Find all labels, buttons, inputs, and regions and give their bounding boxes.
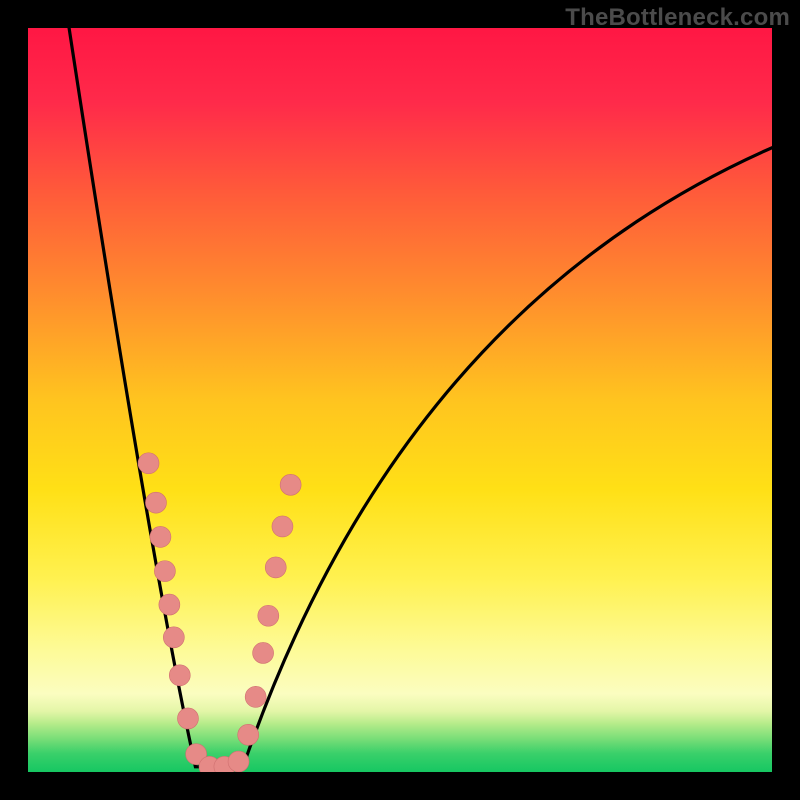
chart-background bbox=[28, 28, 772, 772]
data-marker bbox=[154, 561, 175, 582]
data-marker bbox=[177, 708, 198, 729]
bottleneck-chart bbox=[28, 28, 772, 772]
data-marker bbox=[159, 594, 180, 615]
data-marker bbox=[238, 724, 259, 745]
data-marker bbox=[169, 665, 190, 686]
data-marker bbox=[150, 526, 171, 547]
data-marker bbox=[265, 557, 286, 578]
data-marker bbox=[138, 453, 159, 474]
data-marker bbox=[272, 516, 293, 537]
data-marker bbox=[253, 642, 274, 663]
data-marker bbox=[228, 751, 249, 772]
data-marker bbox=[145, 492, 166, 513]
data-marker bbox=[258, 605, 279, 626]
data-marker bbox=[245, 686, 266, 707]
chart-frame bbox=[28, 28, 772, 772]
data-marker bbox=[163, 627, 184, 648]
data-marker bbox=[280, 474, 301, 495]
watermark-text: TheBottleneck.com bbox=[565, 4, 790, 32]
